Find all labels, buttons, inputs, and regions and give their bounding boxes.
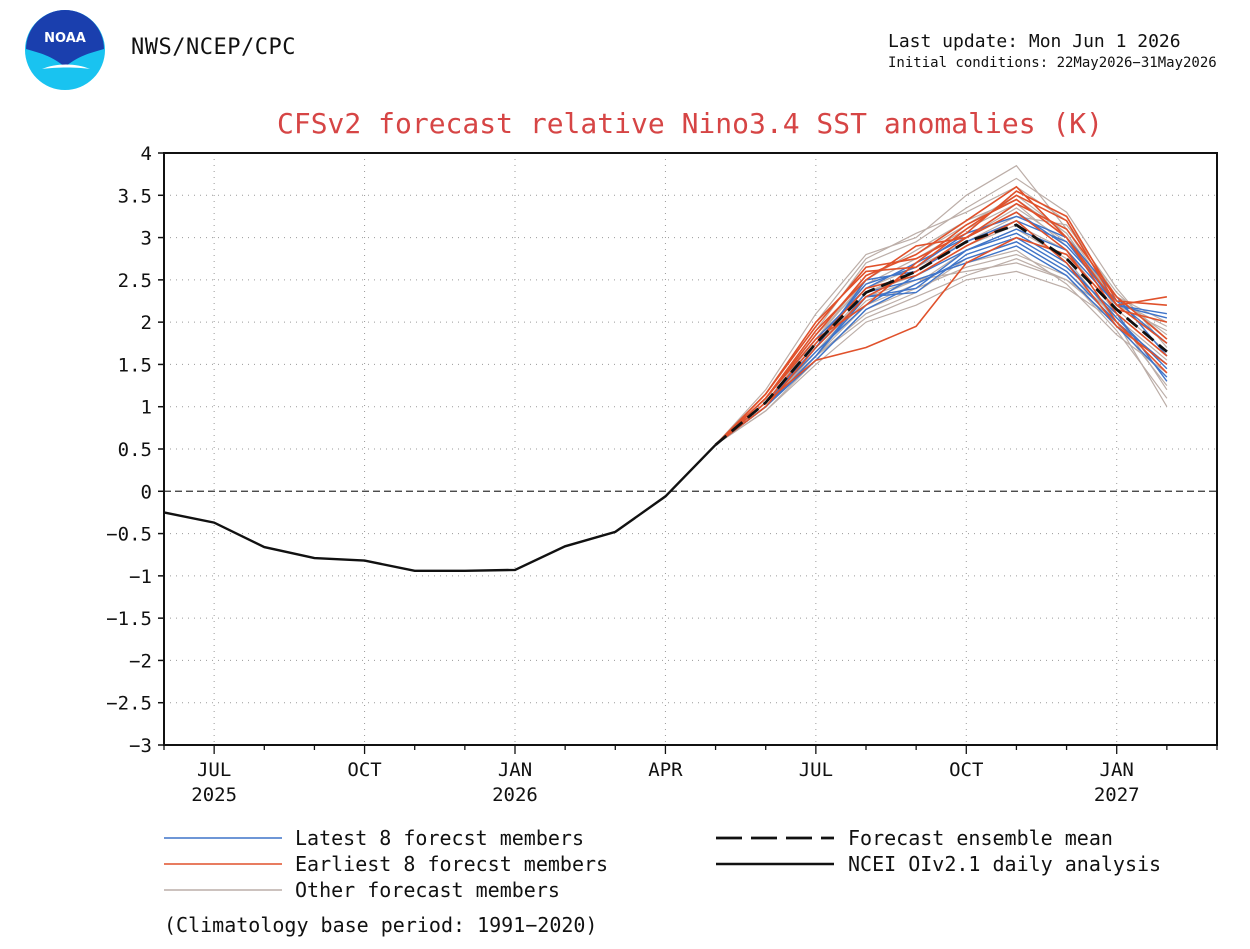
other-member-line [715, 270, 1168, 446]
y-tick-label: 0 [141, 481, 152, 503]
y-tick-label: −2.5 [106, 693, 152, 715]
earliest-member-line [715, 190, 1167, 446]
y-tick-label: 1.5 [118, 354, 152, 376]
plot-frame [163, 152, 1218, 746]
noaa-logo: NOAA [25, 10, 105, 90]
x-tick-year: 2027 [1094, 784, 1140, 806]
other-member-line [715, 194, 1168, 446]
y-tick-label: −1.5 [106, 608, 152, 630]
y-tick-label: 2.5 [118, 270, 152, 292]
main-lines [163, 223, 1168, 572]
y-tick-label: 4 [141, 143, 152, 165]
other-member-line [715, 198, 1168, 446]
earliest-member-line [715, 194, 1168, 446]
y-tick-label: −2 [129, 650, 152, 672]
earliest-member-line [715, 211, 1168, 446]
y-tick-label: −3 [129, 735, 152, 757]
y-tick-label: 1 [141, 397, 152, 419]
latest-member-line [715, 215, 1168, 446]
initial-conditions-label: Initial conditions: 22May2026−31May2026 [888, 55, 1217, 71]
grid [164, 153, 1217, 745]
analysis-line [163, 443, 717, 572]
logo-text: NOAA [44, 31, 86, 46]
earliest-member-line [715, 202, 1168, 446]
ensemble-mean-line [714, 223, 1168, 446]
y-tick-label: −1 [129, 566, 152, 588]
x-tick-label: OCT [949, 759, 983, 781]
forecast-members [715, 164, 1168, 446]
organization-label: NWS/NCEP/CPC [131, 35, 296, 60]
last-update-label: Last update: Mon Jun 1 2026 [888, 31, 1181, 52]
x-tick-label: JAN [498, 759, 532, 781]
chart-title: CFSv2 forecast relative Nino3.4 SST anom… [277, 107, 1103, 140]
earliest-member-line [715, 185, 1168, 446]
latest-member-line [715, 211, 1168, 446]
earliest-member-line [715, 198, 1168, 446]
x-tick-label: JUL [197, 759, 231, 781]
x-tick-label: JUL [799, 759, 833, 781]
x-tick-year: 2026 [492, 784, 538, 806]
other-member-line [715, 253, 1168, 446]
y-tick-label: 0.5 [118, 439, 152, 461]
x-axis-ticks: JUL 2025 OCT JAN 2026 APR JUL OCT JAN 2027 [163, 745, 1218, 806]
legend-label-other: Other forecast members [295, 878, 560, 902]
y-axis-ticks: 4 3.5 3 2.5 2 1.5 1 0.5 0 −0.5 −1 −1.5 −2 −2.5 −3 [106, 143, 164, 757]
earliest-member-line [715, 219, 1168, 446]
climatology-footnote: (Climatology base period: 1991−2020) [164, 913, 597, 937]
x-tick-label: JAN [1100, 759, 1134, 781]
legend-label-mean: Forecast ensemble mean [848, 826, 1113, 850]
x-tick-label: OCT [347, 759, 381, 781]
y-tick-label: 3 [141, 228, 152, 250]
x-tick-label: APR [648, 759, 683, 781]
x-tick-year: 2025 [191, 784, 237, 806]
latest-member-line [715, 232, 1168, 446]
y-tick-label: 3.5 [118, 185, 152, 207]
earliest-member-line [715, 236, 1168, 446]
legend-label-earliest: Earliest 8 forecst members [295, 852, 608, 876]
y-tick-label: 2 [141, 312, 152, 334]
y-tick-label: −0.5 [106, 524, 152, 546]
legend-label-latest: Latest 8 forecst members [295, 826, 584, 850]
legend-label-analysis: NCEI OIv2.1 daily analysis [848, 852, 1161, 876]
